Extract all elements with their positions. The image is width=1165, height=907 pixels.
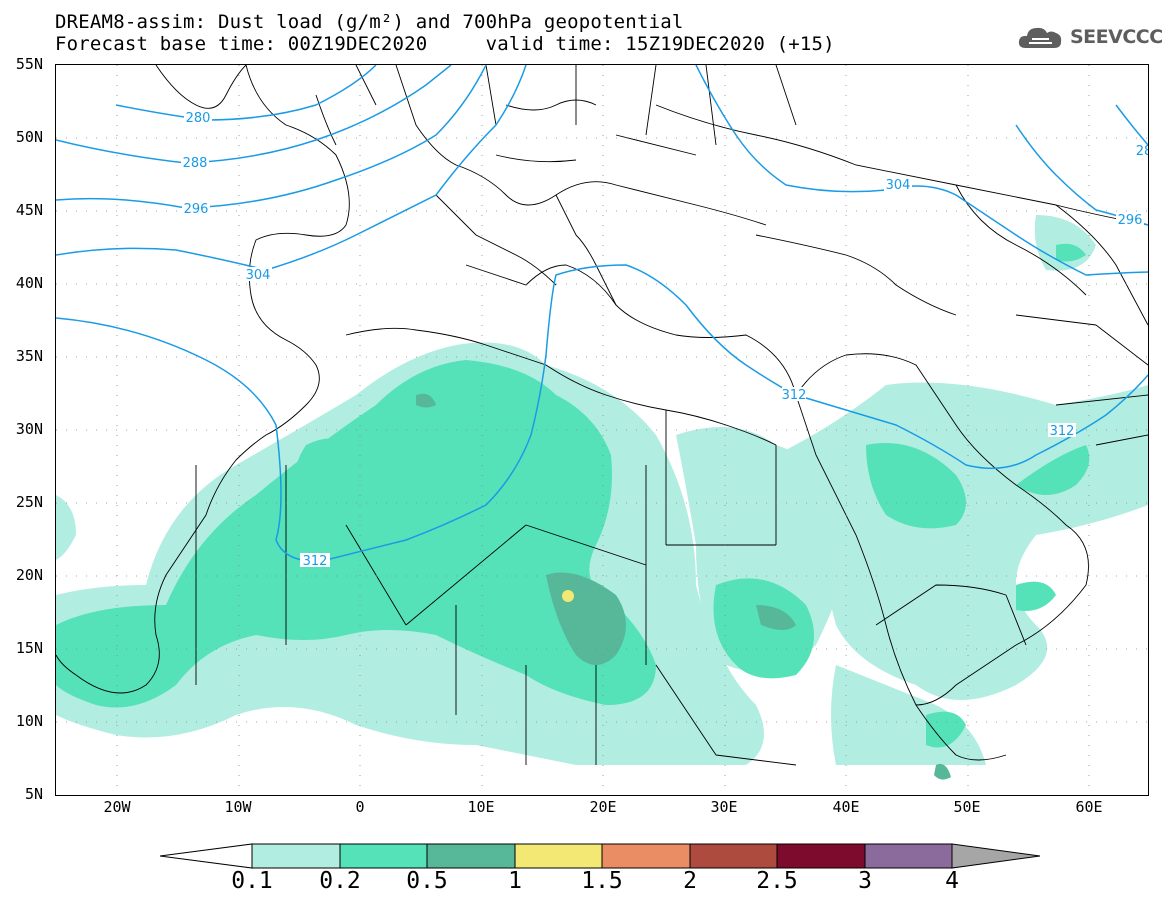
- dust-field-max: [562, 590, 574, 602]
- lat-label: 5N: [24, 785, 43, 803]
- contour-labels: 280 288 296 304 312 304 296 312 312 28: [181, 110, 1148, 569]
- contour-304-west: [56, 65, 527, 271]
- lon-label: 30E: [710, 798, 738, 816]
- legend-bin: [426, 843, 516, 869]
- lat-label: 15N: [15, 639, 43, 657]
- contour-28x-east: [1115, 104, 1148, 146]
- cloud-icon: [1018, 27, 1062, 48]
- map-title: DREAM8-assim: Dust load (g/m²) and 700hP…: [55, 11, 684, 33]
- legend-tick: 4: [945, 868, 959, 894]
- lat-label: 45N: [15, 201, 43, 219]
- lat-label: 30N: [15, 420, 43, 438]
- lat-label: 55N: [15, 55, 43, 73]
- legend-tick: 0.2: [319, 868, 361, 894]
- logo-text: SEEVCCC: [1070, 26, 1163, 48]
- lat-label: 25N: [15, 493, 43, 511]
- legend-bin: [339, 843, 428, 869]
- contour-312-east: [795, 374, 1148, 470]
- lon-label: 10E: [467, 798, 495, 816]
- lon-label: 60E: [1075, 798, 1103, 816]
- lat-label: 10N: [15, 712, 43, 730]
- lon-label: 20W: [103, 798, 131, 816]
- contour-label-296-east: 296: [1118, 213, 1143, 228]
- legend-tick: 3: [858, 868, 872, 894]
- legend-bin: [864, 843, 953, 869]
- contour-312-west: [56, 264, 797, 562]
- contour-label-28: 28: [1136, 144, 1148, 159]
- legend-bin: [514, 843, 603, 869]
- legend-arrow-high: [951, 843, 1041, 869]
- contour-296-east: [1015, 124, 1148, 226]
- legend-bin: [251, 843, 341, 869]
- contour-label-280: 280: [186, 111, 211, 126]
- legend-tick: 0.5: [406, 868, 448, 894]
- legend-bin: [601, 843, 691, 869]
- contour-296: [56, 65, 487, 209]
- legend-tick: 2.5: [756, 868, 798, 894]
- legend-bin: [776, 843, 866, 869]
- lat-label: 50N: [15, 128, 43, 146]
- dust-field-medium: [56, 243, 1090, 748]
- legend-arrow-low: [160, 843, 253, 869]
- map-canvas: 280 288 296 304 312 304 296 312 312 28: [56, 65, 1148, 795]
- contour-288: [56, 65, 452, 164]
- legend-tick: 0.1: [231, 868, 273, 894]
- contour-label-312: 312: [303, 554, 328, 569]
- lat-label: 20N: [15, 566, 43, 584]
- color-legend: [160, 843, 1041, 869]
- contour-label-312-mid: 312: [782, 388, 807, 403]
- lat-label: 40N: [15, 274, 43, 292]
- lon-label: 40E: [832, 798, 860, 816]
- lat-label: 35N: [15, 347, 43, 365]
- legend-bin: [689, 843, 778, 869]
- lon-label: 0: [355, 798, 365, 816]
- graticule: [56, 65, 1148, 795]
- forecast-times: Forecast base time: 00Z19DEC2020 valid t…: [55, 33, 835, 55]
- contour-label-304: 304: [246, 268, 271, 283]
- contour-label-304-east: 304: [886, 178, 911, 193]
- lon-label: 10W: [224, 798, 252, 816]
- lon-label: 20E: [589, 798, 617, 816]
- seevccc-logo: SEEVCCC: [1016, 22, 1163, 52]
- legend-tick: 1.5: [581, 868, 623, 894]
- contour-label-296: 296: [184, 202, 209, 217]
- contour-label-288: 288: [183, 156, 208, 171]
- coastlines: [56, 65, 1148, 766]
- legend-tick: 1: [508, 868, 522, 894]
- contour-280: [115, 65, 377, 121]
- legend-tick: 2: [683, 868, 697, 894]
- lon-label: 50E: [953, 798, 981, 816]
- contour-label-312-east: 312: [1050, 424, 1075, 439]
- dust-map: 280 288 296 304 312 304 296 312 312 28: [55, 64, 1149, 796]
